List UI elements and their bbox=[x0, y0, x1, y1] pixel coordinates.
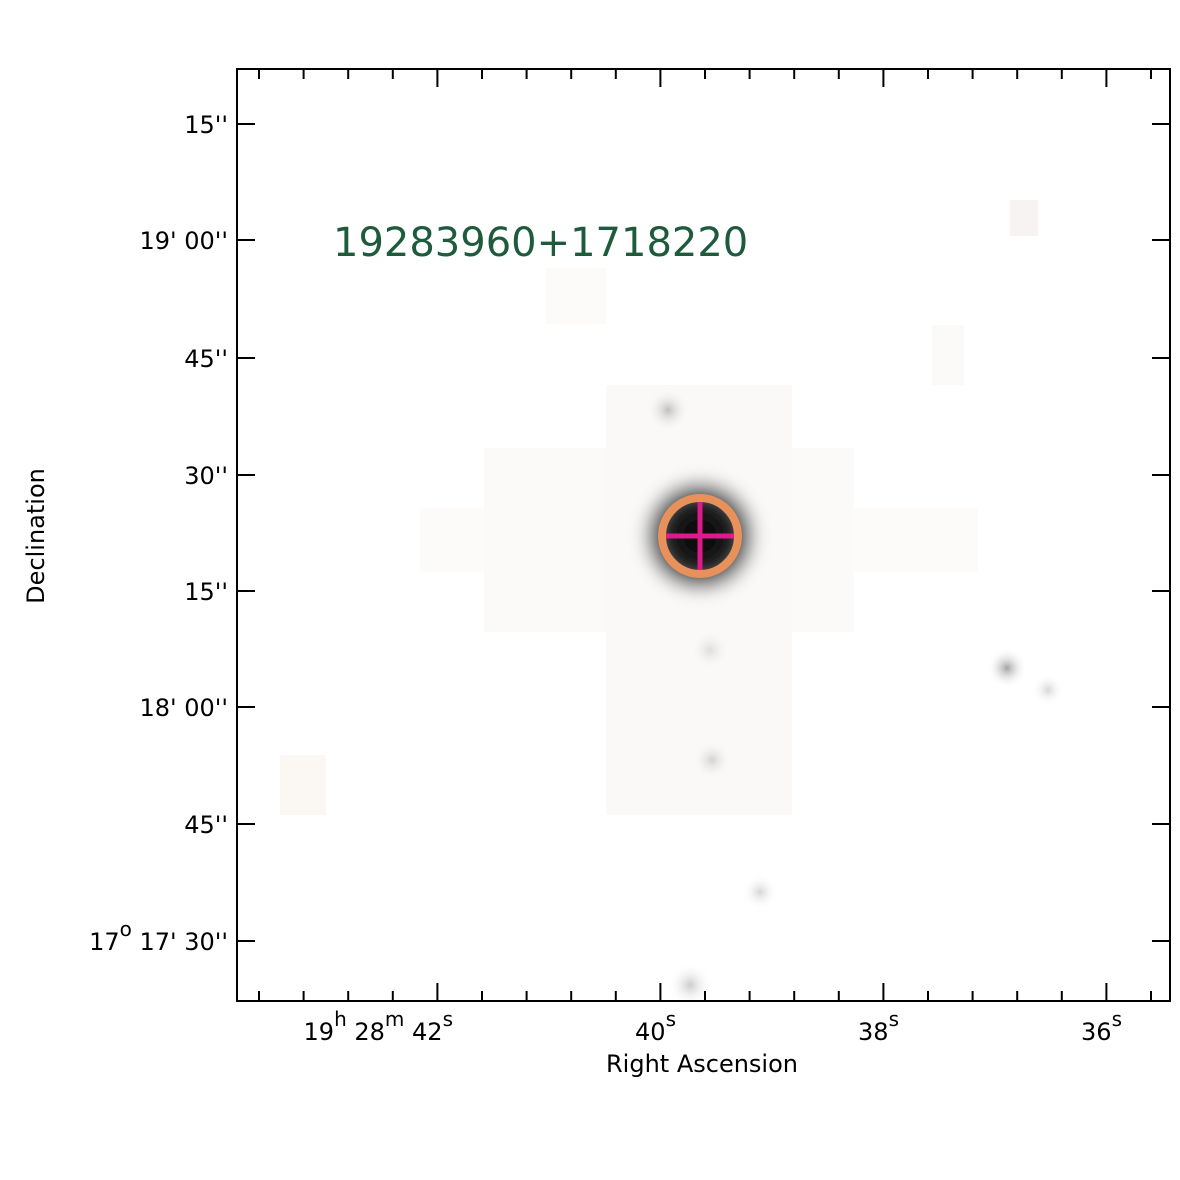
label-part: 38 bbox=[858, 1018, 889, 1046]
x-tick-label: 40s​ bbox=[635, 1007, 676, 1046]
label-part: 45'' bbox=[184, 345, 228, 373]
x-axis-title: Right Ascension bbox=[606, 1050, 798, 1078]
ticks bbox=[237, 69, 1170, 1001]
label-part: 28 bbox=[347, 1018, 385, 1046]
y-axis-title: Declination bbox=[22, 468, 50, 604]
y-tick-label: 15'' bbox=[184, 111, 228, 139]
label-sup: s bbox=[1112, 1007, 1122, 1031]
label-sup: o bbox=[120, 917, 132, 941]
label-part: 19 bbox=[304, 1018, 335, 1046]
y-tick-label: 45'' bbox=[184, 345, 228, 373]
label-part: 15'' bbox=[184, 578, 228, 606]
label-part: 45'' bbox=[184, 811, 228, 839]
label-sup: s bbox=[443, 1007, 453, 1031]
y-tick-label: 15'' bbox=[184, 578, 228, 606]
label-part: 30'' bbox=[184, 462, 228, 490]
label-part: 17 bbox=[89, 928, 120, 956]
y-tick-label: 18' 00'' bbox=[140, 694, 229, 722]
label-part: 42 bbox=[404, 1018, 442, 1046]
label-sup: m bbox=[385, 1007, 404, 1031]
x-tick-label: 36s​ bbox=[1081, 1007, 1122, 1046]
label-part: 15'' bbox=[184, 111, 228, 139]
source-label: 19283960+1718220 bbox=[333, 220, 748, 266]
y-tick-label: 19' 00'' bbox=[140, 227, 229, 255]
label-sup: h bbox=[334, 1007, 347, 1031]
y-tick-label: 45'' bbox=[184, 811, 228, 839]
label-part: 17' 30'' bbox=[132, 928, 228, 956]
label-part: 18' 00'' bbox=[140, 694, 229, 722]
y-tick-label: 30'' bbox=[184, 462, 228, 490]
image bbox=[280, 200, 1064, 1007]
x-tick-label: 19h​ 28m​ 42s​ bbox=[304, 1007, 453, 1046]
label-sup: s bbox=[666, 1007, 676, 1031]
label-sup: s bbox=[889, 1007, 899, 1031]
label-part: 19' 00'' bbox=[140, 227, 229, 255]
plot-frame bbox=[236, 68, 1171, 1002]
label-part: 36 bbox=[1081, 1018, 1112, 1046]
x-tick-label: 38s​ bbox=[858, 1007, 899, 1046]
y-tick-label: 17o​ 17' 30'' bbox=[89, 917, 228, 956]
label-part: 40 bbox=[635, 1018, 666, 1046]
